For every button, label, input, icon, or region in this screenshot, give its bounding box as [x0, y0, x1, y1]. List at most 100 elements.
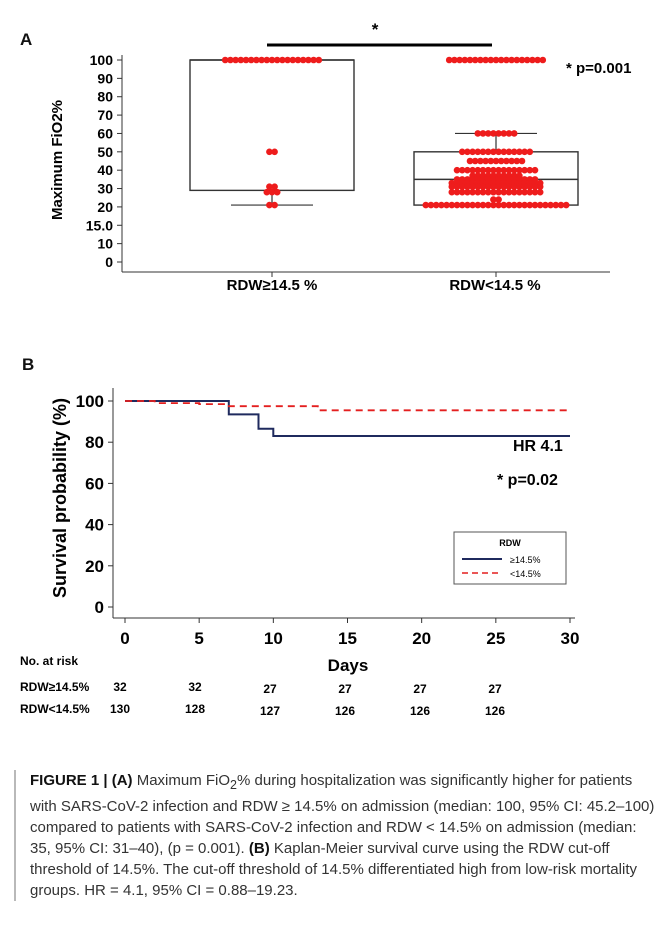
y-tick-label-a: 30: [97, 181, 113, 197]
data-point: [464, 148, 471, 156]
data-point: [466, 157, 474, 165]
data-point: [531, 166, 539, 174]
data-point: [232, 56, 239, 64]
data-point: [495, 130, 502, 137]
data-point: [268, 188, 276, 196]
data-point: [258, 56, 265, 64]
caption-b-tag: (B): [248, 840, 270, 857]
data-point: [453, 188, 461, 196]
data-point: [474, 183, 482, 191]
data-point: [562, 201, 570, 209]
data-point: [510, 188, 518, 196]
data-point: [227, 56, 234, 64]
data-point: [482, 56, 489, 64]
data-point: [461, 56, 469, 64]
fio2-box-plot: * * p=0.001 Maximum FiO2% RDW≥14.5 % RDW…: [49, 20, 631, 294]
data-point: [518, 56, 526, 64]
risk-count: 27: [263, 682, 277, 696]
data-point: [315, 56, 323, 64]
data-point: [263, 56, 271, 64]
data-point: [427, 201, 435, 209]
data-point: [500, 148, 508, 156]
data-point: [484, 188, 492, 196]
risk-count: 130: [110, 702, 130, 716]
data-point: [510, 148, 518, 156]
data-point: [294, 56, 302, 64]
figure-caption: FIGURE 1 | (A) Maximum FiO2% during hosp…: [14, 770, 654, 901]
survival-curve-0: [125, 400, 570, 437]
data-point: [531, 183, 539, 191]
data-point: [242, 56, 250, 64]
data-point: [456, 56, 463, 64]
y-tick-label-a: 40: [97, 162, 113, 178]
data-point: [521, 148, 528, 156]
x-tick-label-b: 25: [486, 629, 505, 648]
risk-row-label: RDW<14.5%: [20, 702, 90, 716]
data-point: [474, 148, 482, 156]
y-axis-label-a: Maximum FiO2%: [49, 100, 66, 220]
data-point: [284, 56, 291, 64]
data-point: [479, 183, 487, 191]
caption-a-sub: 2: [230, 778, 237, 792]
legend-label-high: ≥14.5%: [510, 555, 540, 565]
risk-count: 27: [413, 682, 427, 696]
data-point: [273, 56, 281, 64]
data-point: [247, 56, 255, 64]
data-point: [534, 56, 541, 64]
data-point: [495, 188, 502, 196]
data-point: [479, 130, 487, 137]
data-point: [453, 166, 461, 174]
x-tick-label-b: 15: [338, 629, 357, 648]
data-point: [479, 201, 487, 209]
data-point: [469, 201, 476, 209]
survival-curve-chart: Survival probability (%) Days HR 4.1 * p…: [20, 388, 579, 718]
y-tick-label-a: 80: [97, 89, 113, 105]
caption-b-text: Kaplan-Meier survival curve using the RD…: [30, 840, 637, 899]
data-point: [557, 201, 565, 209]
y-tick-label-a: 20: [97, 199, 113, 215]
data-point: [503, 56, 510, 64]
data-point: [526, 188, 534, 196]
data-point: [266, 148, 273, 156]
data-point: [516, 188, 523, 196]
data-point: [271, 201, 278, 209]
risk-count: 126: [485, 704, 505, 718]
y-tick-label-b: 20: [85, 557, 104, 576]
data-point: [495, 183, 502, 191]
data-point: [310, 56, 317, 64]
data-point: [516, 166, 523, 174]
data-point: [490, 196, 497, 203]
data-point: [464, 201, 471, 209]
data-point: [458, 166, 466, 174]
data-point: [503, 157, 510, 165]
data-point: [432, 201, 440, 209]
x-category-high: RDW≥14.5 %: [227, 277, 318, 294]
data-point: [495, 196, 502, 203]
y-tick-label-b: 80: [85, 433, 104, 452]
legend-title: RDW: [499, 538, 521, 548]
data-point: [453, 201, 461, 209]
data-point: [505, 166, 513, 174]
data-point: [471, 56, 479, 64]
data-point: [266, 183, 273, 191]
data-point: [479, 188, 487, 196]
data-point: [521, 183, 528, 191]
y-tick-label-a: 10: [97, 236, 113, 252]
data-point: [464, 166, 471, 174]
data-point: [469, 166, 476, 174]
data-point: [526, 201, 534, 209]
data-point: [500, 183, 508, 191]
risk-count: 27: [488, 682, 502, 696]
data-point: [490, 130, 497, 137]
data-point: [531, 201, 539, 209]
data-point: [492, 56, 500, 64]
legend-box: RDW ≥14.5% <14.5%: [453, 531, 567, 585]
data-point: [510, 166, 518, 174]
data-point: [464, 183, 471, 191]
data-point: [263, 188, 271, 196]
data-point: [536, 188, 544, 196]
data-point: [474, 130, 482, 137]
data-point: [474, 188, 482, 196]
data-point: [474, 166, 482, 174]
data-point: [495, 166, 502, 174]
